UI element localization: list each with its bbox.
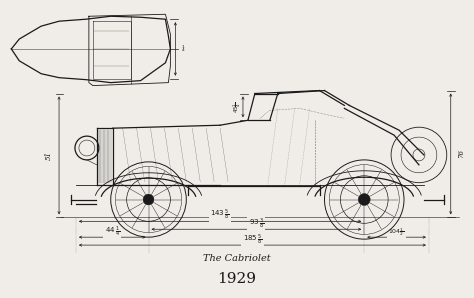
Circle shape [143,194,154,205]
Text: $44\,\frac{1}{4}$: $44\,\frac{1}{4}$ [105,225,120,239]
Text: 76: 76 [456,150,465,159]
Circle shape [358,194,370,205]
Text: $143\,\frac{5}{8}$: $143\,\frac{5}{8}$ [210,208,230,223]
Text: The Cabriolet: The Cabriolet [203,254,271,263]
Text: $93\,\frac{3}{8}$: $93\,\frac{3}{8}$ [249,217,264,231]
Text: 1929: 1929 [218,272,256,286]
Text: $104\frac{1}{2}$: $104\frac{1}{2}$ [388,226,405,238]
Text: $^{1}_{4}$: $^{1}_{4}$ [181,44,186,54]
Text: $45\frac{1}{4}$: $45\frac{1}{4}$ [231,102,243,113]
Text: $185\,\frac{5}{8}$: $185\,\frac{5}{8}$ [243,233,262,247]
Text: 51: 51 [45,151,53,160]
